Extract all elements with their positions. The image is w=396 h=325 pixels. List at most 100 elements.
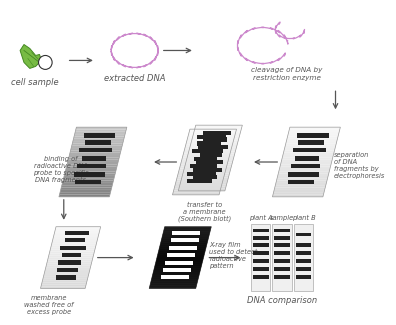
Polygon shape xyxy=(48,258,93,260)
Bar xyxy=(253,236,268,240)
Polygon shape xyxy=(42,280,87,282)
Polygon shape xyxy=(175,184,222,186)
Polygon shape xyxy=(288,132,339,134)
Bar xyxy=(296,259,311,263)
Polygon shape xyxy=(158,252,205,254)
Polygon shape xyxy=(55,231,100,233)
Polygon shape xyxy=(181,160,228,162)
Polygon shape xyxy=(149,227,211,289)
Polygon shape xyxy=(183,151,231,153)
Bar xyxy=(274,243,290,247)
Polygon shape xyxy=(176,179,223,182)
Text: DNA comparison: DNA comparison xyxy=(247,296,317,306)
Polygon shape xyxy=(275,183,326,185)
Polygon shape xyxy=(49,252,94,254)
Polygon shape xyxy=(52,239,97,241)
Bar xyxy=(274,228,290,232)
Polygon shape xyxy=(280,167,331,169)
Bar xyxy=(274,259,290,263)
Polygon shape xyxy=(278,171,329,174)
Polygon shape xyxy=(173,188,221,190)
Polygon shape xyxy=(74,132,126,134)
Polygon shape xyxy=(282,157,333,160)
Polygon shape xyxy=(286,141,337,143)
Polygon shape xyxy=(55,229,100,231)
Polygon shape xyxy=(52,241,97,243)
Polygon shape xyxy=(50,247,95,249)
Polygon shape xyxy=(190,164,217,168)
Polygon shape xyxy=(174,186,221,188)
Polygon shape xyxy=(193,168,222,172)
Polygon shape xyxy=(163,268,191,272)
Polygon shape xyxy=(20,45,42,68)
Polygon shape xyxy=(286,139,337,141)
Polygon shape xyxy=(186,142,233,145)
Polygon shape xyxy=(282,155,333,157)
Polygon shape xyxy=(43,276,88,278)
Polygon shape xyxy=(63,181,114,183)
Polygon shape xyxy=(40,286,86,289)
Polygon shape xyxy=(80,148,112,152)
Polygon shape xyxy=(167,253,195,257)
Polygon shape xyxy=(160,243,207,245)
Polygon shape xyxy=(154,266,202,268)
Bar xyxy=(253,243,268,247)
Polygon shape xyxy=(179,187,226,189)
Polygon shape xyxy=(151,278,198,280)
Polygon shape xyxy=(184,149,231,151)
Polygon shape xyxy=(284,150,335,153)
Polygon shape xyxy=(173,190,220,193)
Polygon shape xyxy=(289,129,340,132)
Polygon shape xyxy=(274,190,325,192)
Polygon shape xyxy=(276,181,327,183)
Polygon shape xyxy=(75,129,126,132)
Polygon shape xyxy=(284,148,335,150)
Polygon shape xyxy=(59,195,110,197)
Bar xyxy=(296,275,311,279)
Bar xyxy=(274,251,290,255)
Bar xyxy=(296,251,311,255)
Polygon shape xyxy=(193,134,240,136)
Bar xyxy=(251,224,270,292)
Polygon shape xyxy=(151,280,198,282)
Polygon shape xyxy=(281,162,331,164)
Polygon shape xyxy=(274,188,325,190)
Polygon shape xyxy=(68,157,119,160)
Circle shape xyxy=(38,56,52,70)
Polygon shape xyxy=(63,178,114,181)
Polygon shape xyxy=(181,162,228,164)
Polygon shape xyxy=(179,166,227,169)
Polygon shape xyxy=(291,164,320,168)
Polygon shape xyxy=(285,146,336,148)
Polygon shape xyxy=(150,284,197,286)
Polygon shape xyxy=(161,239,208,241)
Polygon shape xyxy=(155,262,202,264)
Polygon shape xyxy=(62,183,113,185)
Polygon shape xyxy=(70,148,122,150)
Polygon shape xyxy=(84,133,115,138)
Polygon shape xyxy=(198,145,228,149)
Polygon shape xyxy=(183,155,230,158)
Polygon shape xyxy=(69,153,120,155)
Polygon shape xyxy=(165,261,193,265)
Polygon shape xyxy=(82,156,106,161)
Polygon shape xyxy=(75,180,101,184)
Polygon shape xyxy=(47,262,92,264)
Polygon shape xyxy=(187,156,234,158)
Polygon shape xyxy=(185,164,232,167)
Polygon shape xyxy=(193,175,217,179)
Polygon shape xyxy=(187,138,234,140)
Polygon shape xyxy=(203,137,227,142)
Text: membrane
washed free of
excess probe: membrane washed free of excess probe xyxy=(25,295,74,316)
Polygon shape xyxy=(298,140,324,145)
Polygon shape xyxy=(54,233,99,235)
Polygon shape xyxy=(285,143,336,146)
Text: sample: sample xyxy=(270,215,294,221)
Polygon shape xyxy=(187,172,216,176)
Bar xyxy=(274,267,290,271)
Polygon shape xyxy=(71,146,122,148)
Polygon shape xyxy=(154,268,201,270)
Polygon shape xyxy=(162,235,209,237)
Polygon shape xyxy=(188,136,235,138)
Bar xyxy=(294,224,313,292)
